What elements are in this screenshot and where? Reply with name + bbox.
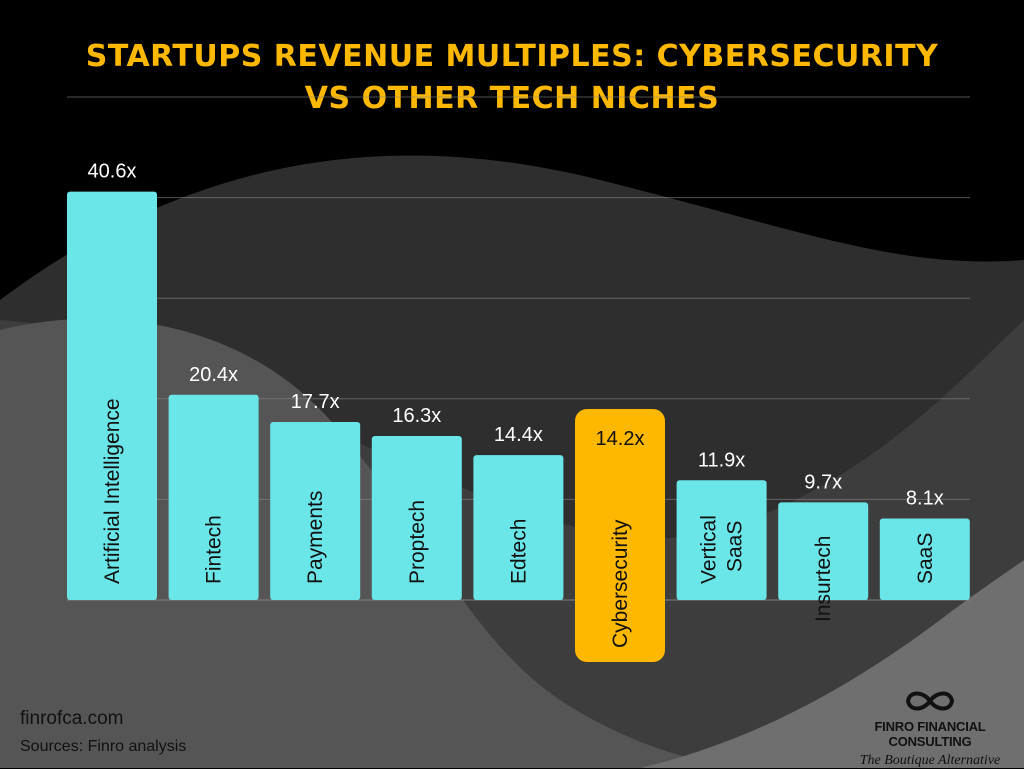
data-label: 20.4x: [189, 364, 238, 386]
infinity-icon: [905, 691, 955, 711]
sources-text: Sources: Finro analysis: [20, 738, 187, 755]
bar: [778, 502, 869, 600]
category-label: Insurtech: [812, 536, 835, 622]
data-label: 8.1x: [906, 488, 944, 510]
category-label: Artificial Intelligence: [101, 398, 124, 584]
category-label: Vertical: [698, 515, 721, 584]
category-label: SaaS: [724, 521, 747, 572]
category-label: Cybersecurity: [609, 519, 632, 648]
bar: [676, 480, 767, 600]
logo-brand: FINRO FINANCIAL CONSULTING: [874, 719, 986, 749]
data-label: 14.2x: [596, 428, 645, 450]
data-label: 16.3x: [392, 405, 441, 427]
data-label: 40.6x: [88, 161, 137, 183]
category-label: Payments: [304, 491, 327, 584]
category-label: Proptech: [406, 500, 429, 584]
bar: [371, 436, 462, 600]
bar: [879, 518, 970, 600]
bar: [575, 409, 665, 662]
bar: [67, 191, 157, 600]
bar: [168, 394, 259, 600]
category-label: SaaS: [914, 533, 937, 584]
logo-tagline: The Boutique Alternative: [859, 753, 1001, 768]
category-label: Fintech: [203, 515, 226, 584]
data-label: 9.7x: [804, 471, 842, 493]
bar: [270, 421, 361, 600]
website-text: finrofca.com: [20, 708, 124, 729]
logo: FINRO FINANCIAL CONSULTING The Boutique …: [840, 688, 1020, 769]
data-label: 11.9x: [698, 449, 745, 471]
category-label: Edtech: [507, 519, 530, 584]
data-label: 17.7x: [291, 391, 340, 413]
bar: [473, 455, 564, 600]
chart-title: STARTUPS REVENUE MULTIPLES: CYBERSECURIT…: [85, 39, 939, 116]
data-label: 14.4x: [494, 424, 543, 446]
